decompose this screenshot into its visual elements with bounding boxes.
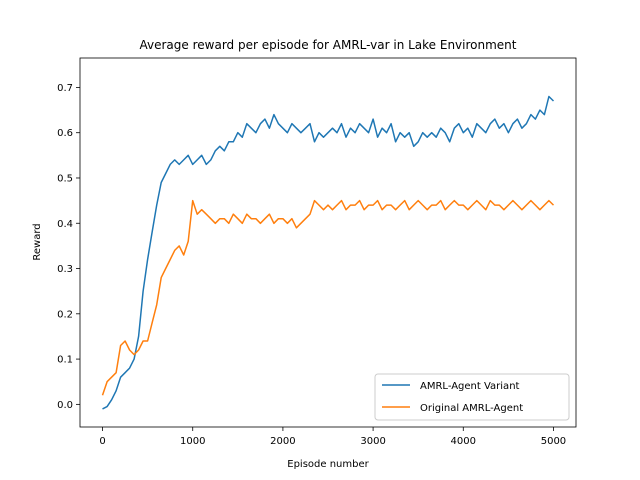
plot-lines [101, 95, 555, 410]
y-tick-label: 0.2 [57, 309, 73, 320]
y-tick-label: 0.5 [57, 173, 73, 184]
y-tick-label: 0.7 [57, 83, 73, 94]
y-tick-label: 0.0 [57, 400, 73, 411]
x-tick-label: 5000 [541, 436, 566, 447]
legend-label-amrl-agent-variant: AMRL-Agent Variant [420, 381, 520, 392]
y-tick-label: 0.3 [57, 264, 73, 275]
chart-title: Average reward per episode for AMRL-var … [140, 38, 517, 52]
x-axis-label: Episode number [287, 459, 369, 470]
legend-box [374, 373, 570, 421]
x-tick-label: 2000 [270, 436, 295, 447]
x-tick-label: 1000 [180, 436, 205, 447]
plot-frame [79, 57, 577, 428]
x-axis: 0 1000 2000 3000 4000 5000 [99, 427, 566, 447]
y-tick-label: 0.4 [57, 219, 73, 230]
legend-label-original-amrl-agent: Original AMRL-Agent [420, 403, 523, 414]
x-tick-label: 4000 [451, 436, 476, 447]
y-axis-label: Reward [32, 223, 43, 260]
y-tick-label: 0.1 [57, 355, 73, 366]
x-tick-label: 0 [99, 436, 105, 447]
legend: AMRL-Agent Variant Original AMRL-Agent [374, 373, 570, 421]
series-line-original-amrl-agent [101, 199, 555, 396]
y-tick-label: 0.6 [57, 128, 73, 139]
series-line-amrl-agent-variant [102, 95, 555, 410]
x-tick-label: 3000 [360, 436, 385, 447]
y-axis: 0.0 0.1 0.2 0.3 0.4 0.5 0.6 0.7 [57, 83, 80, 411]
